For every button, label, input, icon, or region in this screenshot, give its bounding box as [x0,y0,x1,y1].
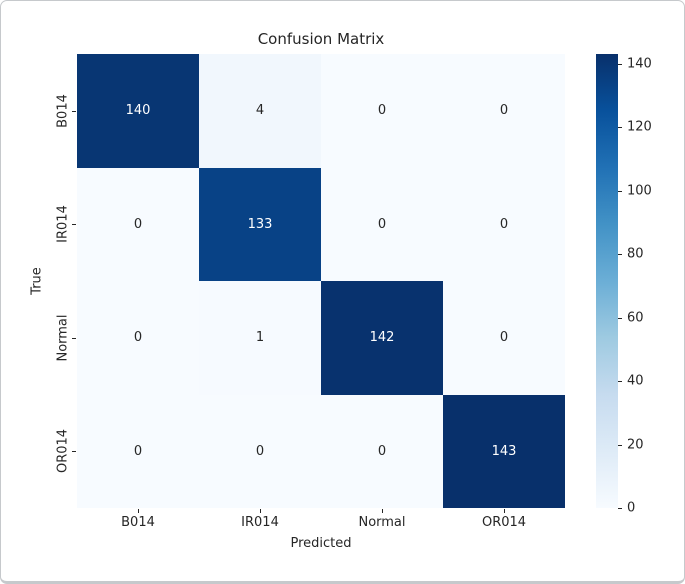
colorbar-tick-label: 80 [627,246,644,262]
heatmap-cell: 142 [321,281,443,395]
cell-value: 133 [247,216,273,232]
y-tick-label: Normal [55,314,71,362]
y-tick-label: OR014 [55,429,71,474]
heatmap-cell: 140 [77,54,199,168]
x-tick-label: OR014 [481,515,527,530]
cell-value: 140 [125,103,151,119]
heatmap-cell: 0 [77,281,199,395]
heatmap-cell: 4 [199,54,321,168]
colorbar-tick-mark [618,190,622,192]
y-tick-mark [72,337,76,339]
cell-value: 0 [377,103,387,119]
x-tick-mark [138,509,139,513]
colorbar-tick-mark [618,444,622,446]
heatmap-cell: 0 [77,394,199,508]
cell-value: 4 [255,103,265,119]
heatmap-cell: 143 [443,394,565,508]
y-tick-mark [72,110,76,112]
heatmap-cell: 0 [443,281,565,395]
heatmap-cell: 0 [443,167,565,281]
colorbar-tick-label: 60 [627,310,644,325]
colorbar-tick-label: 20 [627,437,644,452]
cell-value: 1 [255,330,265,346]
cell-value: 0 [133,330,143,346]
cell-value: 0 [377,216,387,232]
cell-value: 0 [255,443,265,459]
colorbar-tick-mark [618,127,622,129]
heatmap-cell: 0 [77,167,199,281]
y-tick-label: B014 [55,93,71,128]
heatmap: 140 4 0 0 0 133 0 0 0 1 142 0 0 0 0 143 [77,54,565,508]
colorbar-tick-label: 0 [627,500,636,516]
cell-value: 142 [369,330,395,346]
y-tick-mark [72,451,76,453]
x-tick-label: Normal [358,515,406,530]
chart-title: Confusion Matrix [257,30,385,48]
y-tick-label: IR014 [55,205,71,244]
colorbar-tick-mark [618,63,622,65]
cell-value: 0 [499,103,509,119]
cell-value: 0 [133,443,143,459]
heatmap-cell: 0 [443,54,565,168]
colorbar-tick-label: 40 [627,373,644,389]
colorbar-tick-mark [618,508,622,509]
cell-value: 0 [377,443,387,459]
x-tick-mark [382,509,383,513]
heatmap-cell: 1 [199,281,321,395]
cell-value: 143 [491,443,517,459]
heatmap-cell: 133 [199,167,321,281]
colorbar-tick-mark [618,254,622,255]
colorbar [596,54,618,508]
cell-value: 0 [499,216,509,232]
colorbar-tick-label: 140 [627,56,652,72]
x-tick-label: IR014 [241,515,279,530]
x-tick-mark [260,509,261,513]
heatmap-cell: 0 [321,54,443,168]
y-axis-label: True [29,267,45,295]
colorbar-tick-mark [618,317,622,319]
x-tick-mark [504,509,505,513]
colorbar-tick-label: 120 [627,119,652,135]
heatmap-cell: 0 [321,394,443,508]
heatmap-cell: 0 [321,167,443,281]
colorbar-tick-mark [618,381,622,382]
heatmap-cell: 0 [199,394,321,508]
y-tick-mark [72,224,76,226]
cell-value: 0 [133,216,143,232]
x-axis-label: Predicted [290,536,352,551]
colorbar-tick-label: 100 [627,183,652,199]
cell-value: 0 [499,330,509,346]
x-tick-label: B014 [121,515,155,530]
